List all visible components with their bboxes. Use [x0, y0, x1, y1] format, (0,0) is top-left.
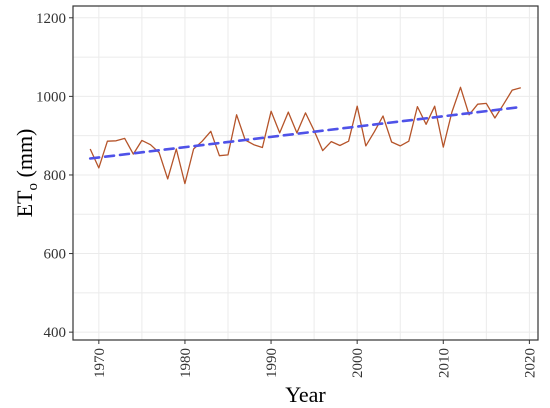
x-tick-label: 2020	[522, 348, 538, 378]
series-layer	[88, 86, 523, 185]
y-tick-label: 1000	[36, 89, 66, 105]
plot-frame	[72, 5, 539, 341]
x-tick-label: 1970	[92, 348, 108, 378]
y-axis-title-unit: (mm)	[12, 129, 37, 183]
x-tick-label: 2000	[350, 348, 366, 378]
y-tick-label: 1200	[36, 11, 66, 27]
y-axis-title-main: ET	[12, 190, 37, 217]
x-tick-label: 2010	[436, 348, 452, 378]
y-tick-label: 400	[44, 325, 67, 341]
ticks: 1970 1980 1990 2000 2010 2020 400 600 800 1000 120…	[36, 11, 538, 378]
x-tick-label: 1990	[264, 348, 280, 378]
trend-line	[88, 105, 523, 160]
y-tick-label: 800	[44, 168, 67, 184]
y-tick-label: 600	[44, 247, 67, 263]
y-axis-title-subscript: o	[25, 183, 41, 191]
gridlines	[73, 6, 538, 340]
eto-series-line	[89, 86, 521, 185]
x-axis-title: Year	[285, 382, 326, 407]
x-tick-label: 1980	[178, 348, 194, 378]
y-axis-title: ETo (mm)	[12, 129, 41, 218]
